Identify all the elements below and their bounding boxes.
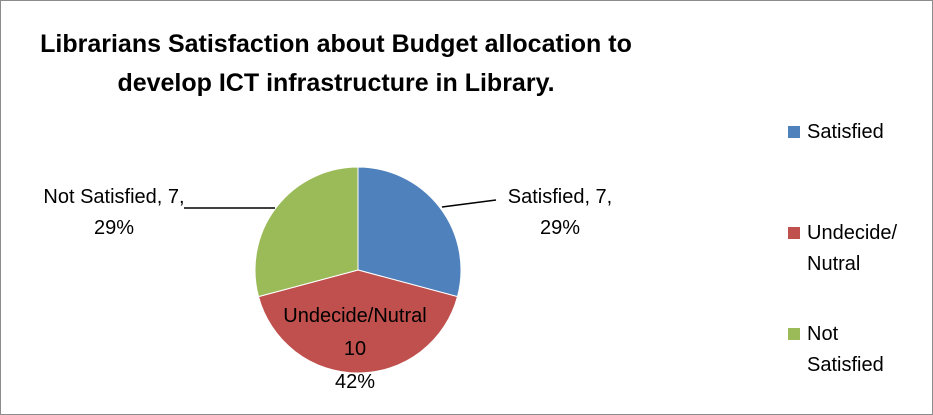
data-label-undecide-nutral-line-2: 10 bbox=[344, 338, 366, 360]
legend-label-2-line-1: Undecide/ bbox=[807, 222, 898, 244]
chart-title-line-1: Librarians Satisfaction about Budget all… bbox=[40, 30, 632, 58]
pie-slice-satisfied bbox=[357, 166, 462, 298]
legend-label-3-line-2: Satisfied bbox=[807, 354, 884, 376]
leader-lines bbox=[184, 199, 497, 209]
legend-swatch-2 bbox=[788, 227, 800, 239]
legend-swatch-3 bbox=[788, 328, 800, 340]
data-label-not-satisfied-line-2: 29% bbox=[94, 217, 134, 239]
data-label-undecide-nutral-line-1: Undecide/Nutral bbox=[283, 305, 426, 327]
legend-swatch-1 bbox=[788, 126, 800, 138]
data-label-not-satisfied-line-1: Not Satisfied, 7, bbox=[43, 186, 184, 208]
data-label-satisfied-line-1: Satisfied, 7, bbox=[508, 186, 613, 208]
data-label-satisfied-line-2: 29% bbox=[540, 217, 580, 239]
pie-slices bbox=[254, 166, 462, 374]
legend-label-2-line-2: Nutral bbox=[807, 253, 860, 275]
pie-slice-not-satisfied bbox=[254, 166, 359, 298]
data-label-undecide-nutral-line-3: 42% bbox=[335, 371, 375, 393]
leader-line-satisfied bbox=[441, 199, 497, 208]
legend-label-3-line-1: Not bbox=[807, 323, 839, 345]
chart-title-line-2: develop ICT infrastructure in Library. bbox=[117, 69, 554, 97]
pie-slice-undecide-nutral bbox=[257, 269, 459, 374]
data-labels: Satisfied, 7, 29% Undecide/Nutral 10 42% Not … bbox=[43, 186, 612, 393]
legend-label-1-line-1: Satisfied bbox=[807, 121, 884, 143]
legend: Satisfied Undecide/Nutral Not Satisfied bbox=[788, 121, 898, 376]
